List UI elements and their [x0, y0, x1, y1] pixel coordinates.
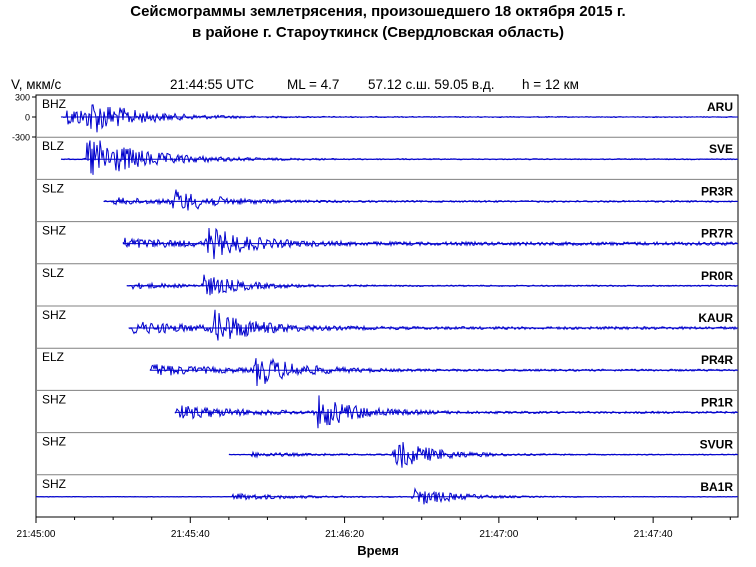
trace-waveform-pr7r [122, 227, 738, 260]
trace-waveform-pr3r [103, 189, 738, 211]
y-axis-label: V, мкм/с [11, 77, 62, 92]
x-tick-label: 21:47:00 [479, 529, 518, 540]
trace-waveform-aru [60, 104, 738, 133]
trace-waveform-sve [60, 140, 738, 175]
coordinates: 57.12 с.ш. 59.05 в.д. [368, 77, 495, 92]
x-tick-label: 21:46:20 [325, 529, 364, 540]
trace-waveform-pr1r [174, 395, 738, 429]
trace-waveform-kaur [128, 309, 738, 341]
trace-component-label: SHZ [42, 308, 66, 322]
trace-waveform-pr0r [127, 274, 737, 296]
y-tick-label: 300 [15, 93, 30, 103]
trace-component-label: SHZ [42, 477, 66, 491]
trace-station-label: PR1R [701, 395, 733, 409]
x-tick-label: 21:45:00 [17, 529, 56, 540]
trace-waveform-pr4r [149, 357, 738, 387]
trace-station-label: BA1R [700, 480, 733, 494]
chart-title-line2: в районе г. Староуткинск (Свердловская о… [191, 24, 565, 41]
trace-waveform-ba1r [35, 487, 738, 505]
trace-station-label: SVE [709, 142, 733, 156]
trace-waveform-svur [228, 442, 738, 468]
x-tick-label: 21:47:40 [634, 529, 673, 540]
trace-component-label: BLZ [42, 139, 64, 153]
trace-component-label: ELZ [42, 350, 64, 364]
trace-station-label: PR3R [701, 184, 733, 198]
trace-station-label: PR4R [701, 353, 733, 367]
trace-station-label: PR0R [701, 269, 733, 283]
magnitude: ML = 4.7 [287, 77, 340, 92]
trace-component-label: SLZ [42, 266, 64, 280]
trace-component-label: SHZ [42, 392, 66, 406]
y-tick-label: -300 [12, 133, 30, 143]
origin-time: 21:44:55 UTC [170, 77, 255, 92]
depth: h = 12 км [522, 77, 579, 92]
trace-component-label: SLZ [42, 181, 64, 195]
trace-component-label: SHZ [42, 435, 66, 449]
trace-station-label: KAUR [698, 311, 733, 325]
chart-title-line1: Сейсмограммы землетрясения, произошедшег… [130, 3, 626, 20]
trace-station-label: PR7R [701, 227, 733, 241]
x-tick-label: 21:45:40 [171, 529, 210, 540]
trace-component-label: BHZ [42, 97, 66, 111]
trace-station-label: SVUR [700, 438, 734, 452]
y-tick-label: 0 [25, 113, 30, 123]
trace-component-label: SHZ [42, 224, 66, 238]
x-axis-label: Время [357, 543, 399, 558]
trace-station-label: ARU [707, 100, 733, 114]
